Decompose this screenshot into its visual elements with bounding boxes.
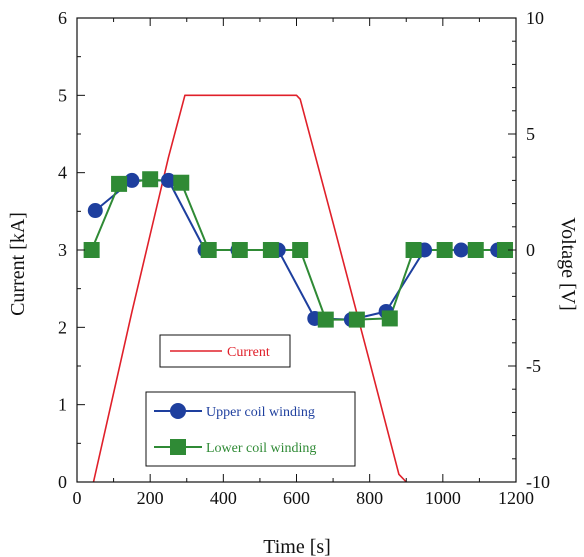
x-tick-label: 0: [73, 488, 82, 508]
x-tick-label: 600: [283, 488, 310, 508]
y-tick-label: 4: [58, 163, 67, 183]
point-lower-coil-winding: [292, 242, 309, 258]
legend-current-label: Current: [227, 345, 270, 360]
y2-tick-label: -5: [526, 356, 541, 376]
point-lower-coil-winding: [231, 242, 248, 258]
x-tick-label: 1200: [498, 488, 534, 508]
point-upper-coil-winding: [453, 242, 469, 258]
point-lower-coil-winding: [317, 311, 334, 328]
point-lower-coil-winding: [111, 175, 128, 192]
point-lower-coil-winding: [467, 242, 484, 258]
point-lower-coil-winding: [83, 242, 100, 258]
x-axis-title: Time [s]: [263, 536, 331, 557]
axes-layer: 0 200 400 600 800 1000 1200 0 1 2 3 4 5 6 -10 -5 0 5 10: [58, 8, 550, 508]
y-tick-label: 0: [58, 472, 67, 492]
y-axis-title: Current [kA]: [7, 212, 29, 316]
point-lower-coil-winding: [173, 174, 190, 191]
x-tick-label: 400: [210, 488, 237, 508]
x-tick-label: 1000: [425, 488, 461, 508]
point-lower-coil-winding: [262, 242, 279, 258]
x-tick-label: 800: [356, 488, 383, 508]
point-lower-coil-winding: [381, 310, 398, 327]
legend-upper-swatch-marker: [170, 403, 186, 419]
y2-tick-label: 5: [526, 124, 535, 144]
point-lower-coil-winding: [142, 171, 159, 188]
point-lower-coil-winding: [436, 242, 453, 258]
x-tick-label: 200: [137, 488, 164, 508]
y2-tick-label: -10: [526, 472, 550, 492]
point-upper-coil-winding: [160, 172, 176, 188]
y-tick-label: 2: [58, 317, 67, 337]
y-tick-label: 3: [58, 240, 67, 260]
legend-upper-label: Upper coil winding: [206, 405, 315, 420]
point-lower-coil-winding: [497, 242, 514, 258]
legend-lower-swatch-marker: [170, 439, 186, 455]
y2-tick-label: 10: [526, 8, 544, 28]
y2-axis-title: Voltage [V]: [557, 217, 579, 311]
point-lower-coil-winding: [200, 242, 217, 258]
point-upper-coil-winding: [124, 172, 140, 188]
point-upper-coil-winding: [87, 203, 103, 219]
point-lower-coil-winding: [348, 311, 365, 328]
y2-tick-label: 0: [526, 240, 535, 260]
y-tick-label: 1: [58, 395, 67, 415]
legend-current: Current: [159, 334, 291, 368]
legend-windings: Upper coil winding Lower coil winding: [145, 391, 356, 467]
y-tick-label: 5: [58, 85, 67, 105]
markers-layer: [83, 171, 514, 328]
legend-lower-label: Lower coil winding: [206, 441, 316, 456]
point-lower-coil-winding: [405, 242, 422, 258]
y-tick-label: 6: [58, 8, 67, 28]
